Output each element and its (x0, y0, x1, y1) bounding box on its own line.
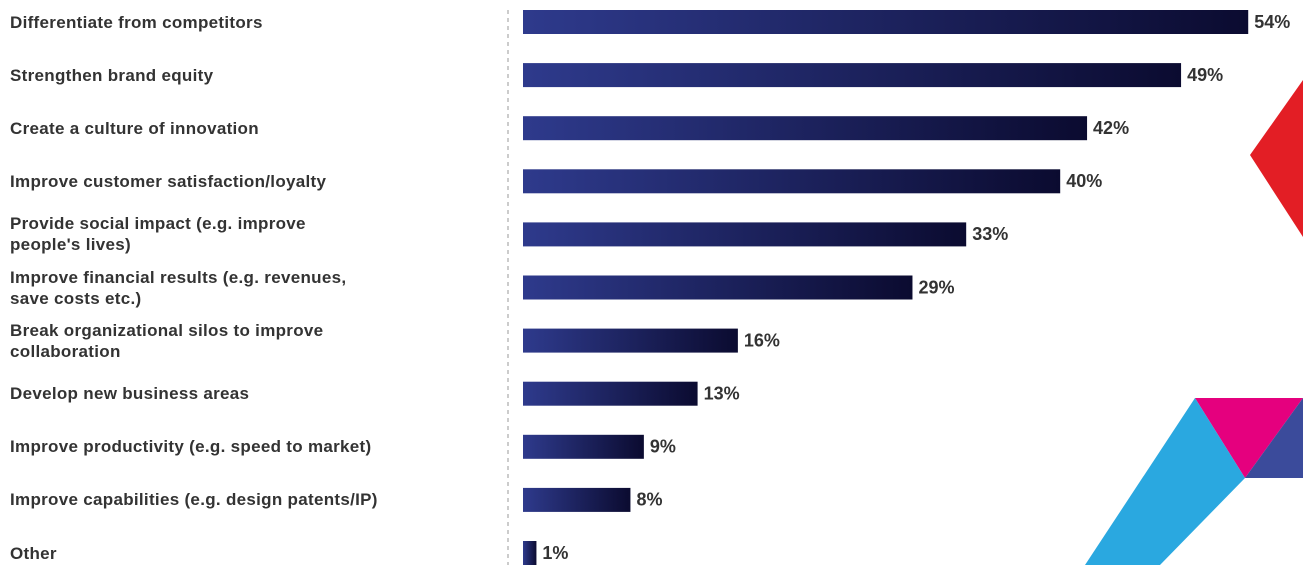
category-label: Improve customer satisfaction/loyalty (10, 171, 327, 191)
value-label: 8% (636, 490, 662, 510)
category-label: Improve financial results (e.g. revenues… (10, 267, 347, 308)
category-label: Strengthen brand equity (10, 65, 214, 85)
category-label: Create a culture of innovation (10, 118, 259, 138)
bar (523, 63, 1182, 88)
value-label: 40% (1066, 171, 1102, 191)
category-label: Break organizational silos to improve co… (10, 320, 324, 361)
category-label: Develop new business areas (10, 384, 250, 404)
category-label: Provide social impact (e.g. improve peop… (10, 214, 306, 255)
category-label: Improve productivity (e.g. speed to mark… (10, 437, 372, 457)
decor-navy (1245, 398, 1303, 478)
chart: 54% 49% 42% 40% 33% 29% 16% 13% 9% 8% 1% Different… (10, 10, 1303, 565)
bar (523, 487, 631, 512)
bar (523, 169, 1061, 194)
value-label: 16% (744, 330, 780, 350)
bar (523, 116, 1088, 141)
bar (523, 434, 644, 459)
category-label: Other (10, 543, 57, 563)
value-label: 42% (1093, 118, 1129, 138)
chart-canvas: 54% 49% 42% 40% 33% 29% 16% 13% 9% 8% 1% (507, 10, 1303, 565)
value-label: 54% (1254, 12, 1290, 32)
value-label: 1% (542, 543, 568, 563)
value-label: 29% (918, 277, 954, 297)
decor-cyan (1085, 398, 1245, 565)
category-label: Differentiate from competitors (10, 12, 263, 32)
decor-magenta (1195, 398, 1303, 478)
bar (523, 541, 537, 565)
value-label: 33% (972, 224, 1008, 244)
value-label: 49% (1187, 65, 1223, 85)
category-label: Improve capabilities (e.g. design patent… (10, 490, 378, 510)
bar (523, 381, 698, 406)
bar (523, 275, 913, 300)
value-label: 9% (650, 437, 676, 457)
value-label: 13% (704, 383, 740, 403)
bar (523, 10, 1249, 34)
decor-red (1250, 80, 1303, 237)
bar (523, 222, 967, 247)
bar (523, 328, 738, 353)
